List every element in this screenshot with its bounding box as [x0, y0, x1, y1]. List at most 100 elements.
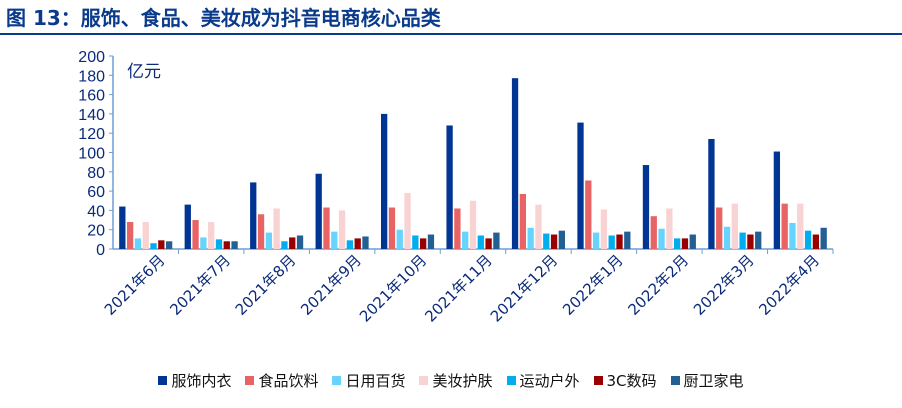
bar — [446, 125, 453, 249]
y-tick-label: 20 — [87, 223, 105, 240]
x-tick-label: 2022年2月 — [625, 251, 693, 319]
bar — [296, 235, 304, 249]
legend-swatch — [158, 376, 168, 385]
x-tick-label: 2022年1月 — [559, 251, 627, 319]
bar — [265, 232, 272, 249]
bar — [723, 226, 731, 249]
chart-title: 图 13：服饰、食品、美妆成为抖音电商核心品类 — [6, 6, 441, 30]
bar — [804, 230, 812, 249]
legend-label: 食品饮料 — [258, 372, 319, 390]
x-tick-label: 2022年3月 — [690, 251, 758, 319]
x-tick-label: 2021年8月 — [232, 251, 300, 319]
bar — [388, 207, 396, 249]
x-tick-label: 2021年6月 — [101, 251, 169, 319]
bar — [427, 234, 435, 249]
legend-item: 美妆护肤 — [419, 370, 493, 391]
legend: 服饰内衣 食品饮料 日用百货 美妆护肤 运动户外 3C数码 厨卫家电 — [0, 370, 902, 391]
bar — [396, 229, 403, 249]
legend-swatch — [332, 376, 342, 385]
bar — [658, 228, 665, 249]
legend-item: 服饰内衣 — [158, 370, 231, 391]
bar — [716, 207, 723, 249]
y-tick-label: 40 — [87, 203, 105, 220]
legend-item: 运动户外 — [506, 370, 580, 391]
bar — [250, 182, 257, 249]
y-tick-label: 60 — [87, 184, 105, 201]
bar — [558, 230, 566, 249]
legend-label: 3C数码 — [606, 372, 657, 390]
bar — [119, 206, 126, 249]
legend-swatch — [506, 376, 516, 385]
bar — [600, 209, 608, 249]
bar — [273, 208, 280, 249]
bar — [511, 78, 519, 249]
legend-label: 运动户外 — [519, 372, 580, 390]
bar — [642, 165, 650, 249]
bar — [493, 232, 500, 249]
bar — [550, 234, 558, 249]
bar — [731, 203, 738, 249]
legend-label: 服饰内衣 — [171, 372, 232, 390]
bar — [689, 234, 696, 249]
bar — [200, 237, 207, 249]
legend-item: 食品饮料 — [245, 370, 318, 391]
bar — [577, 122, 584, 249]
y-tick-label: 180 — [78, 68, 105, 85]
y-tick-label: 80 — [87, 165, 105, 182]
y-tick-label: 120 — [78, 126, 105, 143]
bar — [592, 232, 600, 249]
bar — [666, 208, 673, 249]
legend-label: 厨卫家电 — [683, 372, 744, 390]
bar — [616, 234, 623, 249]
bar — [281, 241, 288, 249]
x-tick-label: 2021年11月 — [421, 251, 495, 325]
bar — [535, 204, 542, 249]
x-tick-label: 2021年7月 — [166, 251, 234, 319]
bar — [338, 210, 346, 249]
y-tick-label: 200 — [78, 49, 105, 66]
bar — [674, 238, 681, 249]
bar — [404, 193, 411, 249]
bar — [519, 193, 527, 249]
bar — [354, 238, 361, 249]
legend-item: 日用百货 — [332, 370, 405, 391]
y-axis-unit: 亿元 — [127, 62, 161, 82]
bar — [650, 216, 657, 249]
bar — [215, 239, 223, 249]
bar — [608, 235, 615, 249]
x-tick-label: 2022年4月 — [755, 251, 823, 319]
x-tick-label: 2021年9月 — [297, 251, 365, 319]
legend-swatch — [245, 376, 255, 385]
bar — [126, 221, 134, 249]
bar — [739, 232, 746, 249]
bar — [781, 203, 788, 249]
bar — [755, 231, 762, 249]
bar — [469, 200, 477, 249]
bar — [184, 204, 191, 249]
legend-label: 日用百货 — [345, 372, 406, 390]
y-tick-label: 100 — [78, 146, 105, 163]
bar — [158, 240, 165, 249]
x-tick-label: 2021年10月 — [356, 251, 430, 325]
legend-item: 厨卫家电 — [670, 370, 744, 391]
bar — [134, 238, 142, 249]
bar — [346, 240, 354, 249]
legend-swatch — [593, 376, 603, 385]
y-tick-label: 140 — [78, 107, 105, 124]
bar — [624, 231, 631, 249]
bar — [812, 234, 820, 249]
legend-item: 3C数码 — [593, 370, 657, 391]
bar — [585, 180, 592, 249]
bar — [773, 151, 781, 249]
bar — [223, 241, 230, 249]
bar — [323, 207, 330, 249]
bar — [192, 220, 199, 249]
bar — [208, 221, 215, 249]
bar — [257, 214, 265, 249]
bar — [789, 222, 796, 249]
bar-chart: 020406080100120140160180200亿元2021年6月2021… — [78, 49, 834, 326]
bar — [454, 208, 461, 249]
bar — [820, 227, 827, 249]
bar — [543, 233, 550, 249]
bar — [142, 221, 149, 249]
